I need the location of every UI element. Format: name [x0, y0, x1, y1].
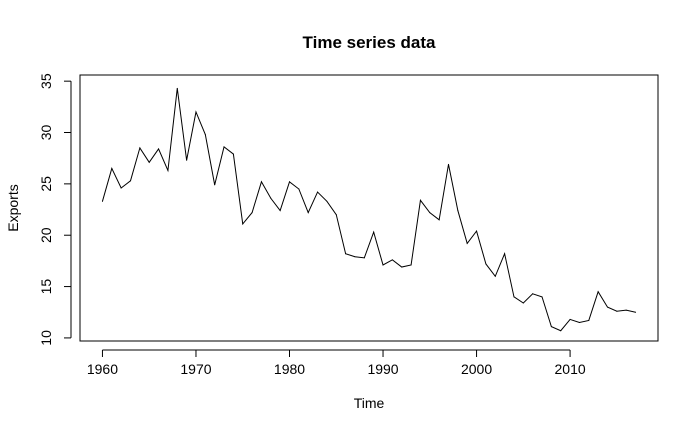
data-point — [289, 181, 290, 183]
x-tick-label: 1990 — [367, 361, 398, 377]
data-point — [345, 253, 347, 255]
data-point — [457, 210, 459, 212]
data-point — [485, 263, 487, 265]
x-tick-label: 2010 — [555, 361, 586, 377]
exports-series-line — [101, 88, 636, 332]
data-point — [560, 330, 562, 332]
data-point — [204, 134, 206, 136]
data-point — [186, 159, 188, 161]
data-point — [578, 322, 580, 324]
x-axis-label: Time — [354, 395, 385, 411]
data-point — [448, 163, 449, 165]
data-point — [195, 111, 197, 113]
data-point — [307, 212, 309, 214]
data-point — [120, 187, 122, 189]
data-point — [429, 212, 431, 214]
data-point — [373, 231, 375, 233]
x-tick-label: 1970 — [180, 361, 211, 377]
data-point — [438, 219, 440, 221]
data-point — [522, 302, 524, 304]
data-point — [176, 87, 178, 89]
data-point — [597, 291, 599, 293]
data-point — [401, 266, 403, 268]
data-point — [354, 256, 356, 258]
y-tick-label: 30 — [38, 125, 54, 141]
data-point — [158, 148, 160, 150]
data-point — [317, 191, 319, 193]
y-axis-label: Exports — [5, 184, 21, 231]
data-point — [130, 180, 131, 182]
data-point — [391, 259, 393, 261]
data-point — [167, 170, 169, 172]
data-point — [298, 188, 300, 190]
data-point — [139, 147, 141, 149]
data-point — [335, 214, 337, 216]
data-point — [532, 293, 534, 295]
data-point — [101, 200, 103, 202]
data-point — [588, 319, 590, 321]
data-point — [476, 230, 478, 232]
data-point — [326, 200, 328, 202]
data-point — [466, 242, 468, 244]
data-point — [223, 146, 225, 148]
data-point — [569, 318, 571, 320]
data-point — [625, 309, 627, 311]
x-tick-label: 1960 — [87, 361, 118, 377]
y-axis: 10 15 20 25 30 35 — [38, 73, 72, 346]
data-point — [251, 212, 253, 214]
plot-frame — [79, 74, 659, 342]
y-tick-label: 35 — [38, 73, 54, 89]
y-tick-label: 10 — [38, 330, 54, 346]
data-point — [419, 199, 421, 201]
x-tick-label: 1980 — [274, 361, 305, 377]
data-point — [494, 275, 496, 277]
x-tick-label: 2000 — [461, 361, 492, 377]
data-point — [363, 257, 365, 259]
data-point — [513, 296, 515, 298]
data-point — [382, 264, 384, 266]
y-tick-label: 15 — [38, 279, 54, 295]
data-point — [279, 210, 281, 212]
x-axis: 1960 1970 1980 1990 2000 2010 — [87, 349, 586, 377]
data-point — [541, 296, 543, 298]
data-point — [504, 253, 506, 255]
data-point — [111, 167, 113, 169]
data-point — [214, 184, 216, 186]
data-point — [260, 181, 262, 183]
data-point — [616, 310, 618, 312]
data-point — [242, 223, 244, 225]
data-point — [550, 326, 552, 328]
data-point — [232, 153, 234, 155]
data-point — [148, 161, 150, 163]
y-tick-label: 25 — [38, 176, 54, 192]
data-point — [607, 306, 608, 308]
chart-title: Time series data — [303, 33, 436, 52]
data-point — [270, 197, 272, 199]
data-point — [410, 264, 412, 266]
y-tick-label: 20 — [38, 227, 54, 243]
series-points — [101, 87, 637, 332]
data-point — [635, 311, 637, 313]
